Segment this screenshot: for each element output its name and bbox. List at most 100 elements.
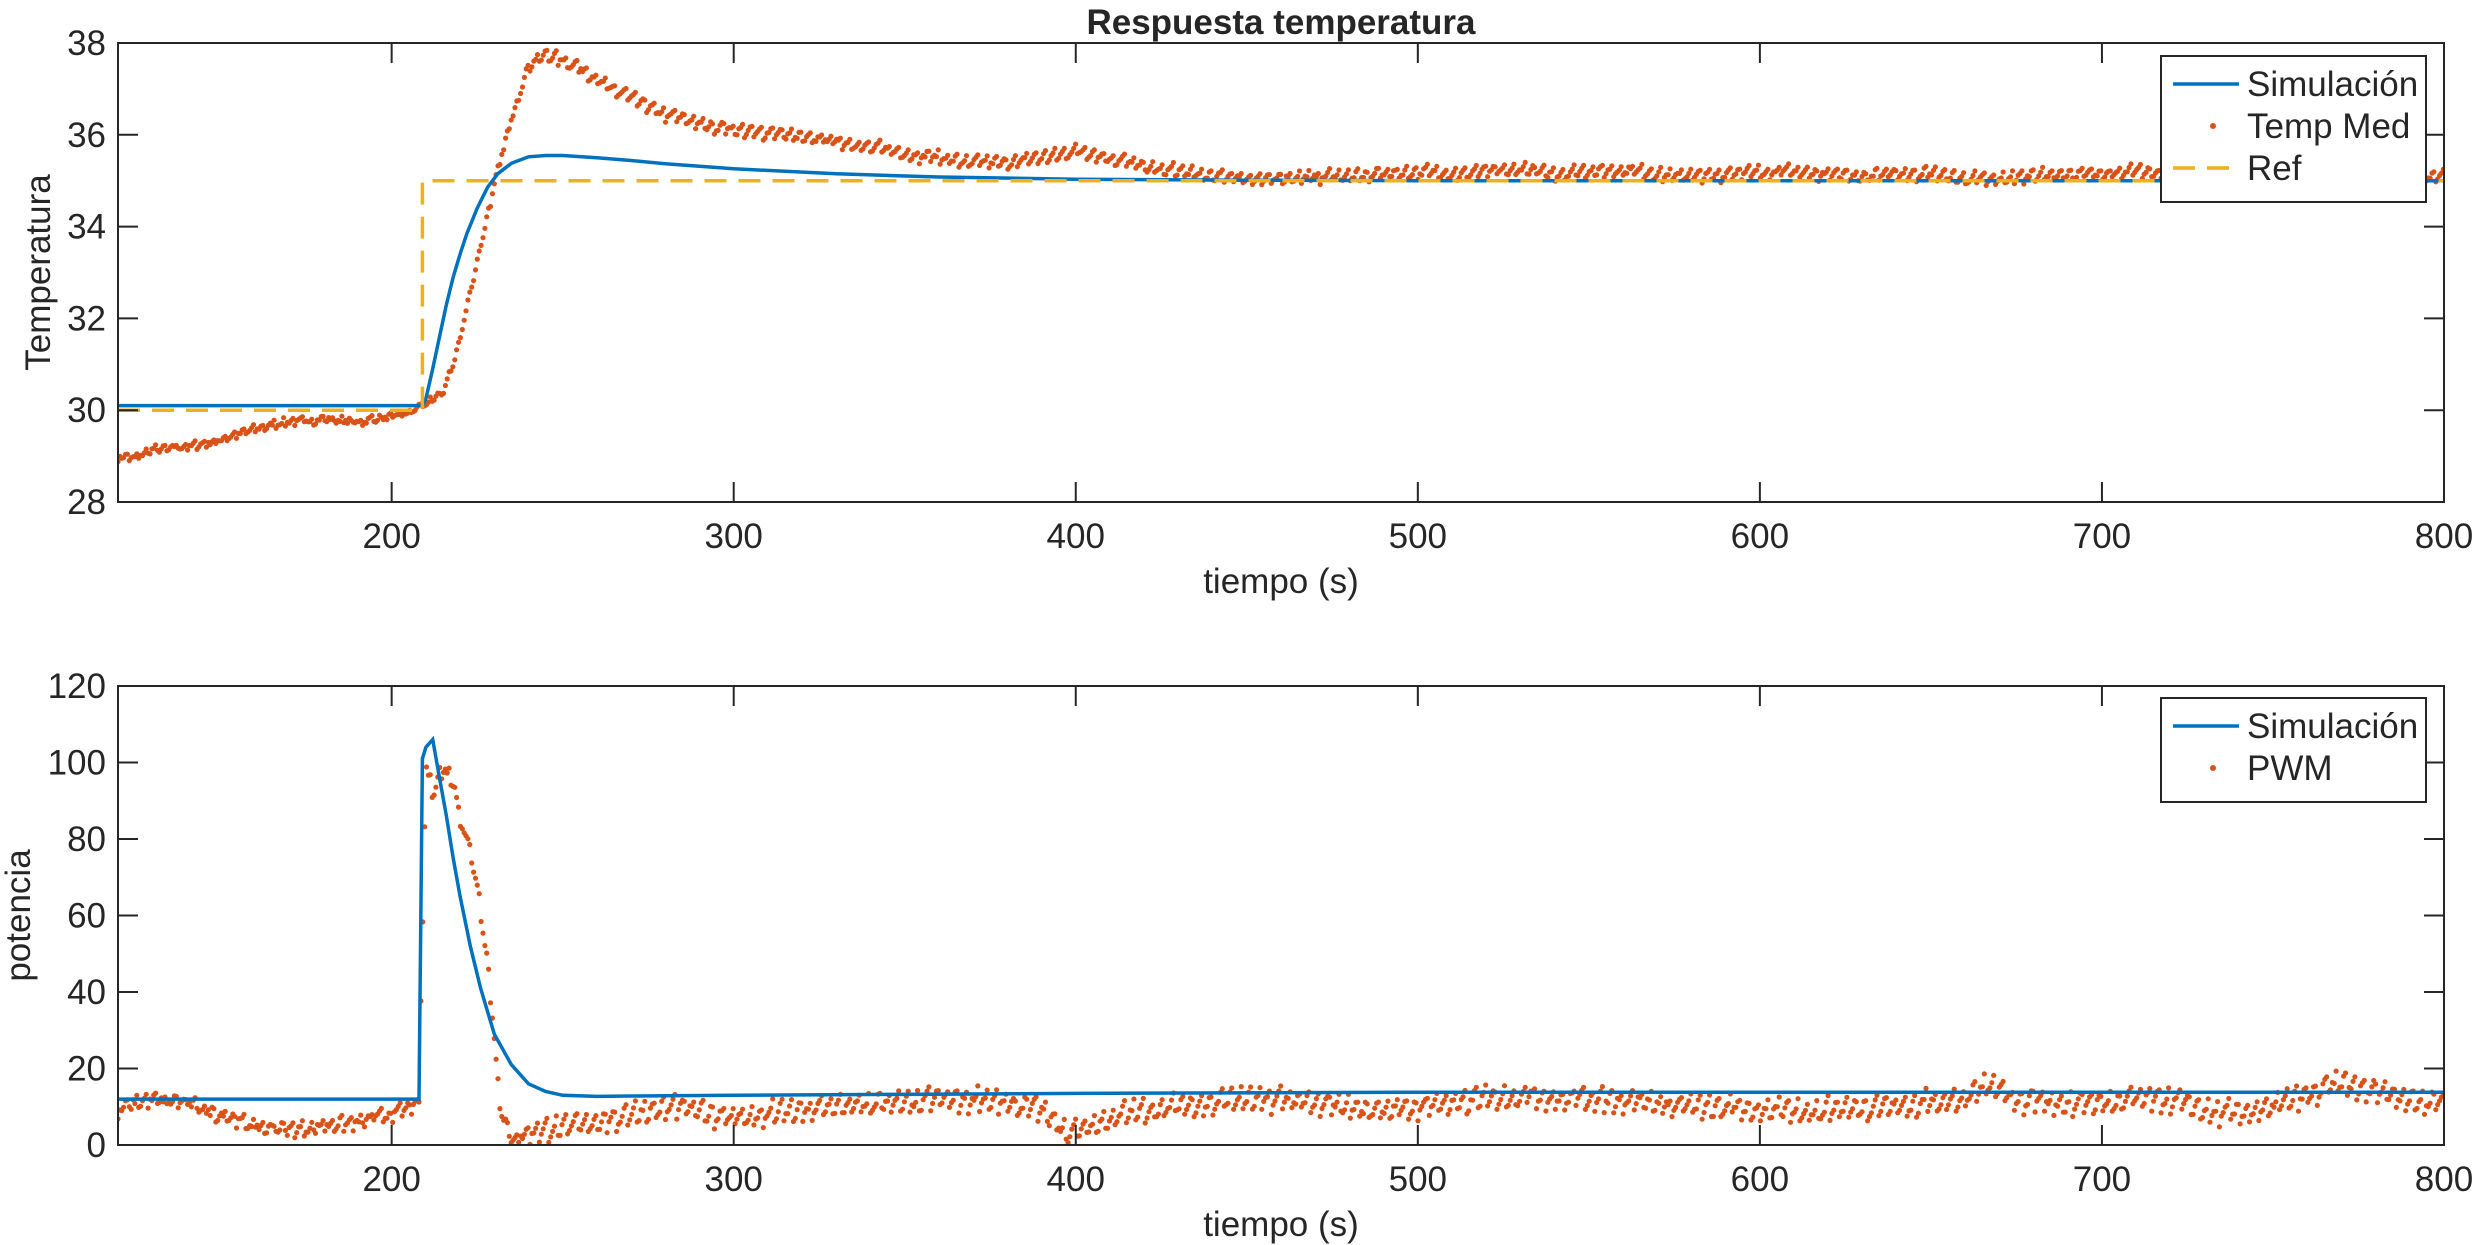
series-pwm-point — [557, 1132, 563, 1138]
series-temp-med-point — [1629, 163, 1636, 169]
y-tick-label: 60 — [67, 897, 106, 936]
series-temp-med-point — [928, 158, 934, 165]
series-temp-med-point — [1468, 172, 1474, 178]
series-pwm-point — [2186, 1094, 2192, 1100]
series-pwm-point — [2169, 1104, 2175, 1110]
series-pwm-point — [1073, 1116, 1079, 1122]
series-temp-med-point — [497, 161, 503, 168]
series-temp-med-point — [994, 153, 1000, 160]
series-pwm-point — [1725, 1101, 1731, 1107]
series-pwm-point — [1486, 1099, 1493, 1105]
series-pwm-point — [2245, 1102, 2251, 1108]
series-temp-med-point — [512, 105, 518, 111]
series-pwm-point — [773, 1116, 780, 1122]
series-pwm-point — [2299, 1096, 2305, 1102]
series-pwm-point — [775, 1109, 781, 1115]
series-pwm-point — [2070, 1113, 2076, 1120]
series-ref-line — [118, 178, 2444, 412]
series-pwm-point — [939, 1100, 945, 1106]
series-temp-med-point — [772, 136, 778, 142]
series-temp-med-point — [905, 147, 911, 153]
series-temp-med-point — [1477, 170, 1483, 176]
x-tick-label: 400 — [1047, 1160, 1105, 1199]
series-temp-med-point — [1306, 167, 1312, 174]
series-pwm-point — [1210, 1112, 1216, 1118]
series-temp-med-point — [770, 125, 776, 131]
series-pwm-point — [1460, 1094, 1466, 1100]
series-pwm-point — [1438, 1106, 1444, 1112]
series-pwm-point — [2213, 1108, 2219, 1114]
series-temp-med-point — [877, 137, 883, 143]
series-pwm-point — [2151, 1098, 2157, 1104]
series-pwm-point — [215, 1117, 221, 1124]
series-pwm-point — [982, 1095, 988, 1101]
series-temp-med-point — [1404, 163, 1410, 169]
series-temp-med-point — [2055, 173, 2061, 179]
series-pwm-point — [847, 1096, 853, 1102]
series-pwm-point — [1897, 1107, 1903, 1113]
series-temp-med-point — [299, 414, 305, 420]
series-pwm-point — [339, 1112, 345, 1118]
series-temp-med-point — [984, 153, 990, 159]
series-temp-med-point — [2073, 174, 2080, 180]
series-temp-med-point — [937, 161, 943, 167]
series-pwm-point — [220, 1113, 226, 1119]
series-pwm-point — [134, 1092, 140, 1098]
series-pwm-point — [1419, 1103, 1425, 1109]
series-pwm-point — [760, 1125, 766, 1131]
series-temp-med-point — [1688, 166, 1694, 172]
series-pwm-point — [666, 1106, 672, 1113]
series-pwm-point — [2254, 1099, 2260, 1105]
series-pwm-point — [1526, 1094, 1532, 1100]
series-temp-med-point — [444, 376, 450, 382]
series-pwm-point — [533, 1125, 539, 1131]
series-pwm-point — [2113, 1102, 2119, 1108]
series-pwm-point — [813, 1107, 819, 1113]
series-pwm-point — [2277, 1107, 2283, 1113]
series-pwm-point — [1114, 1119, 1120, 1125]
series-pwm-point — [1883, 1095, 1889, 1101]
series-temp-med-point — [518, 90, 524, 97]
series-pwm-point — [920, 1097, 926, 1103]
series-temp-med-point — [1159, 162, 1165, 168]
series-pwm-point — [1095, 1128, 1101, 1134]
series-pwm-point — [2220, 1110, 2226, 1116]
series-pwm-point — [1667, 1098, 1673, 1104]
series-pwm-point — [1319, 1105, 1325, 1112]
series-pwm-point — [378, 1105, 384, 1111]
series-temp-med-point — [476, 248, 482, 254]
series-pwm-point — [602, 1111, 608, 1117]
series-pwm-point — [1357, 1113, 1363, 1119]
series-temp-med-point — [1219, 167, 1225, 173]
series-pwm-point — [670, 1096, 676, 1102]
power-ticks: 200 300 400 500 600 700 800 0 20 40 60 80 100 120 — [48, 667, 2474, 1199]
series-temp-med-point — [651, 100, 657, 106]
series-pwm-point — [593, 1113, 599, 1119]
series-temp-med-point — [508, 117, 514, 123]
series-pwm-point — [2196, 1097, 2202, 1103]
series-pwm-point — [1078, 1126, 1084, 1132]
series-temp-med-point — [1825, 166, 1831, 172]
x-tick-label: 600 — [1731, 1160, 1789, 1199]
series-temp-med-point — [1385, 166, 1391, 172]
legend-temp-med-label: Temp Med — [2247, 107, 2410, 146]
series-temp-med-point — [1121, 151, 1128, 157]
series-pwm-point — [2075, 1096, 2081, 1102]
series-temp-med-point — [1364, 169, 1370, 175]
series-temp-med-point — [1389, 173, 1395, 179]
series-temp-med-point — [945, 152, 951, 158]
series-pwm-point — [674, 1116, 680, 1122]
series-temp-med-point — [1571, 162, 1577, 168]
series-temp-med-point — [521, 74, 528, 80]
series-temp-med-point — [369, 413, 375, 419]
series-pwm-point — [1522, 1084, 1528, 1090]
series-pwm-point — [294, 1130, 300, 1136]
series-pwm-point — [1313, 1096, 1319, 1102]
series-pwm-point — [2333, 1068, 2339, 1074]
series-temp-med-point — [813, 138, 819, 144]
series-pwm-point — [1268, 1111, 1274, 1117]
series-temp-med-point — [2068, 167, 2074, 173]
series-temp-med-point — [1565, 173, 1572, 179]
series-pwm-point — [905, 1088, 911, 1094]
series-temp-med-point — [935, 147, 941, 153]
